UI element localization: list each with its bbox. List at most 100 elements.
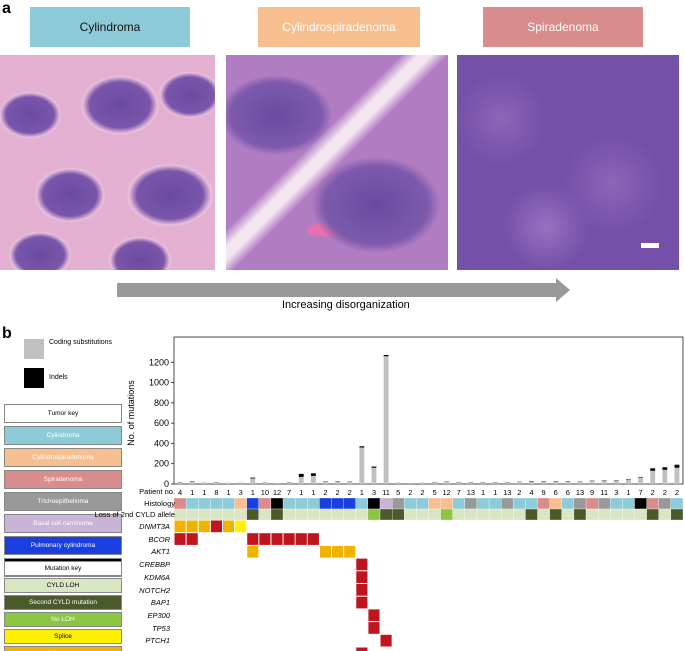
gene-hit: [247, 545, 259, 558]
patient-number: 3: [614, 488, 618, 497]
bar-substitutions: [310, 475, 316, 484]
patient-number: 4: [529, 488, 533, 497]
plot-frame: [173, 336, 684, 485]
bar-substitutions: [420, 482, 425, 484]
histology-cell: [173, 497, 187, 510]
y-tick-label: 1000: [149, 378, 169, 388]
gene-hit: [174, 520, 186, 533]
gene-hit: [283, 533, 295, 545]
patient-number: 2: [336, 488, 340, 497]
loss-cell: [416, 508, 429, 521]
histology-cell: [185, 497, 199, 510]
histology-cell: [501, 497, 514, 510]
patient-number: 8: [214, 488, 218, 497]
bar-substitutions: [516, 481, 522, 484]
patient-number: 5: [432, 488, 436, 497]
micrograph-cylindroma: [0, 55, 215, 270]
histology-cell: [331, 497, 344, 510]
patient-number: 6: [566, 488, 570, 497]
loss-cell: [488, 508, 502, 521]
bar-indels: [371, 466, 377, 468]
histology-cell: [210, 497, 223, 510]
patient-number: 5: [396, 488, 400, 497]
histology-cell: [537, 497, 550, 510]
loss-cell: [428, 508, 441, 521]
histology-cell: [525, 497, 538, 510]
bar-indels: [250, 477, 256, 479]
row-label-histology: Histology: [144, 499, 175, 508]
bar-substitutions: [262, 482, 268, 484]
bar-substitutions: [298, 476, 304, 484]
loss-cell: [670, 508, 684, 521]
gene-label-akt1: AKT1: [151, 547, 170, 557]
loss-cell: [331, 508, 344, 521]
gene-label-kdm6a: KDM6A: [144, 572, 170, 582]
loss-cell: [343, 508, 356, 521]
gene-hit: [295, 533, 307, 545]
gene-hit: [259, 533, 271, 545]
tumor-key-2: Cylindrospiradenoma: [4, 448, 122, 467]
loss-cell: [295, 508, 308, 521]
micrograph-spiradenoma: [457, 55, 679, 270]
gene-label-crebbp: CREBBP: [139, 560, 170, 570]
patient-number: 1: [226, 488, 230, 497]
patient-number: 1: [493, 488, 497, 497]
row-label-patient: Patient no.: [139, 487, 175, 496]
histology-cell: [488, 497, 502, 510]
histology-cell: [549, 497, 562, 510]
bar-indels: [529, 481, 534, 482]
patient-number: 4: [178, 488, 182, 497]
gene-hit: [368, 622, 380, 634]
loss-cell: [658, 508, 672, 521]
legend-coding-label: Coding substitutions: [49, 339, 113, 346]
histology-cell: [258, 497, 272, 510]
tumor-key-6: Pulmonary cylindroma: [4, 536, 122, 555]
histology-cell: [416, 497, 429, 510]
bar-substitutions: [226, 482, 231, 484]
gene-hit: [332, 545, 344, 558]
bar-substitutions: [395, 482, 401, 484]
patient-number: 1: [311, 488, 315, 497]
y-tick-label: 0: [164, 479, 169, 489]
histology-cell: [585, 497, 599, 510]
y-tick-label: 200: [154, 459, 169, 469]
bar-substitutions: [541, 481, 547, 484]
histology-cell: [282, 497, 296, 510]
gene-hit: [235, 520, 247, 533]
gene-hit: [198, 520, 210, 533]
bar-substitutions: [492, 482, 498, 484]
patient-number: 1: [360, 488, 364, 497]
histology-cell: [222, 497, 235, 510]
bar-substitutions: [177, 482, 183, 484]
row-label-loss: Loss of 2nd CYLD allele: [94, 510, 175, 519]
loss-cell: [367, 508, 381, 521]
gene-label-dnmt3a: DNMT3A: [139, 522, 170, 531]
histology-cell: [670, 497, 684, 510]
bar-indels: [674, 464, 680, 468]
patient-number: 1: [202, 488, 206, 497]
histology-cell: [379, 497, 393, 510]
histology-cell: [343, 497, 356, 510]
patient-number: 2: [651, 488, 655, 497]
patient-number: 13: [503, 488, 511, 497]
histology-cell: [573, 497, 587, 510]
header-spiradenoma: Spiradenoma: [483, 7, 643, 47]
gene-hit: [222, 520, 235, 533]
tumor-key-3: Spiradenoma: [4, 470, 122, 489]
bar-substitutions: [565, 481, 571, 484]
patient-number: 13: [576, 488, 584, 497]
loss-cell: [379, 508, 393, 521]
patient-number: 3: [372, 488, 376, 497]
mutation-key-3: No LOH: [4, 612, 122, 627]
bar-substitutions: [371, 467, 377, 484]
loss-cell: [585, 508, 599, 521]
histology-cell: [658, 497, 672, 510]
bar-substitutions: [577, 481, 583, 484]
gene-hit: [210, 520, 222, 533]
bar-indels: [662, 467, 668, 470]
loss-cell: [646, 508, 659, 521]
patient-number: 10: [261, 488, 269, 497]
arrow-head: [556, 278, 570, 302]
bar-substitutions: [347, 481, 353, 484]
gene-hit: [174, 533, 186, 545]
